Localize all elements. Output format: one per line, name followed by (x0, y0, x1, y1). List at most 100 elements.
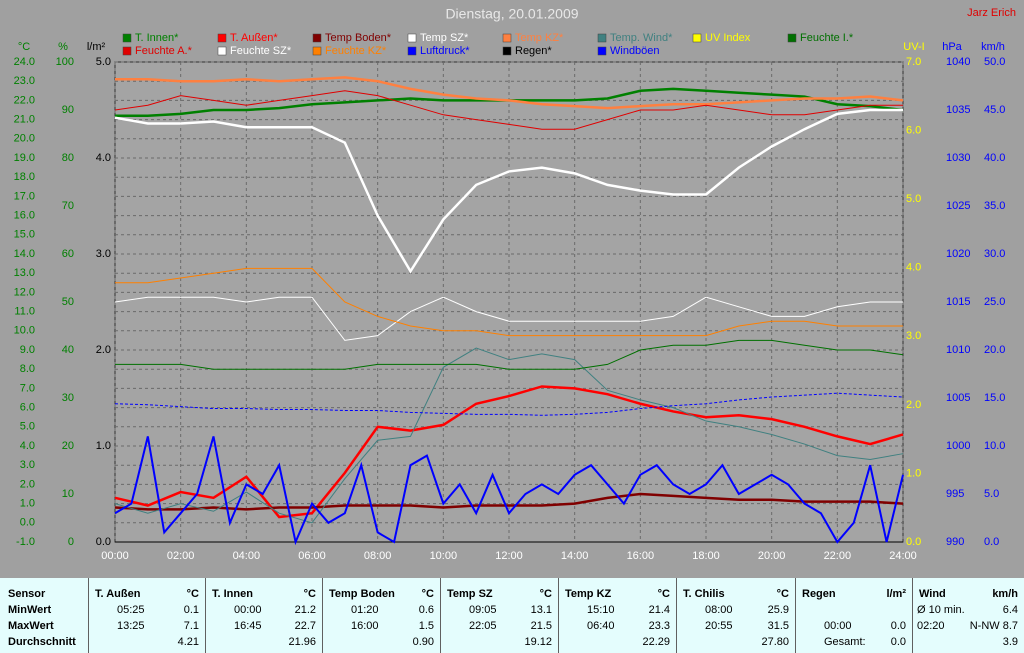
legend-label: Feuchte I.* (800, 32, 854, 44)
series-line (114, 392, 904, 416)
stats-column: Temp KZ °C 15:10 21.4 06:40 23.3 22.29 (558, 578, 676, 653)
chart: Dienstag, 20.01.2009 Jarz Erich °C -1.0 0.… (14, 6, 1016, 562)
stat-time: 15:10 (587, 604, 615, 616)
legend-label: T. Innen* (135, 32, 179, 44)
stat-value: N-NW 8.7 (969, 620, 1018, 632)
legend-label: Temp SZ* (420, 32, 469, 44)
y-tick-label: 90 (62, 104, 74, 116)
y-tick-label: 20.0 (984, 344, 1005, 356)
y-tick-label: 1.0 (906, 467, 921, 479)
y-tick-label: 8.0 (20, 363, 35, 375)
y-tick-label: 0 (68, 536, 74, 548)
y-tick-label: 10 (62, 488, 74, 500)
series-line (114, 385, 904, 519)
stat-value: 21.5 (530, 620, 552, 632)
stats-column: Temp SZ °C 09:05 13.1 22:05 21.5 19.12 (440, 578, 558, 653)
y-tick-label: 1.0 (20, 498, 35, 510)
stat-time: 01:20 (351, 604, 379, 616)
stat-value: 31.5 (767, 620, 789, 632)
legend-swatch (407, 46, 417, 56)
y-tick-label: 15.0 (14, 229, 35, 241)
y-tick-label: 18.0 (14, 171, 35, 183)
legend-swatch (122, 46, 132, 56)
y-tick-label: 0.0 (20, 517, 35, 529)
y-tick-label: 4.0 (96, 152, 111, 164)
series-line (114, 108, 903, 274)
sensor-name: Temp Boden (329, 588, 395, 600)
y-tick-label: 17.0 (14, 190, 35, 202)
stat-time: Ø 10 min. (917, 604, 965, 616)
stat-value: 0.1 (183, 604, 199, 616)
legend-swatch (407, 33, 417, 43)
y-tick-label: 100 (56, 56, 74, 68)
y-tick-label: 40.0 (984, 152, 1005, 164)
y-tick-label: 4.0 (20, 440, 35, 452)
y-tick-label: 0.0 (984, 536, 999, 548)
sensor-name: Regen (802, 588, 836, 600)
y-tick-label: 20.0 (14, 133, 35, 145)
x-tick-label: 24:00 (889, 550, 917, 562)
x-tick-label: 06:00 (298, 550, 326, 562)
y-tick-label: 995 (946, 488, 964, 500)
sensor-unit: °C (776, 588, 789, 600)
x-tick-label: 02:00 (167, 550, 195, 562)
stats-column: T. Außen °C 05:25 0.1 13:25 7.1 4.21 (88, 578, 205, 653)
y-tick-label: 30 (62, 392, 74, 404)
stat-time: 05:25 (117, 604, 145, 616)
x-tick-label: 08:00 (364, 550, 392, 562)
stat-value: 19.12 (524, 636, 552, 648)
y-tick-label: 1.0 (96, 440, 111, 452)
x-tick-label: 14:00 (561, 550, 589, 562)
series-line (115, 76, 904, 110)
stat-value: 22.29 (642, 636, 670, 648)
stat-value: 0.6 (418, 604, 434, 616)
y-tick-label: 5.0 (906, 193, 921, 205)
row-label: MinWert (8, 604, 52, 616)
stat-value: 22.7 (294, 620, 316, 632)
legend-swatch (597, 46, 607, 56)
y-tick-label: 9.0 (20, 344, 35, 356)
y-tick-label: 30.0 (984, 248, 1005, 260)
legend-label: Temp Boden* (325, 32, 392, 44)
y-tick-label: -1.0 (16, 536, 35, 548)
legend-swatch (122, 33, 132, 43)
stat-value: 1.5 (418, 620, 434, 632)
y-tick-label: 3.0 (906, 330, 921, 342)
y-tick-label: 1040 (946, 56, 970, 68)
y-tick-label: 1010 (946, 344, 970, 356)
stats-column: T. Innen °C 00:00 21.2 16:45 22.7 21.96 (205, 578, 322, 653)
sensor-unit: °C (657, 588, 670, 600)
row-label: Sensor (8, 588, 46, 600)
y-tick-label: 60 (62, 248, 74, 260)
stat-value: 23.3 (648, 620, 670, 632)
legend-swatch (597, 33, 607, 43)
y-tick-label: 40 (62, 344, 74, 356)
series-line (115, 267, 903, 337)
x-tick-label: 18:00 (692, 550, 720, 562)
y-tick-label: 5.0 (20, 421, 35, 433)
y-tick-label: 3.0 (20, 459, 35, 471)
y-tick-label: 2.0 (20, 478, 35, 490)
stats-column: Regen l/m² 00:00 0.0 Gesamt: 0.0 (795, 578, 912, 653)
stats-column: T. Chilis °C 08:00 25.9 20:55 31.5 27.80 (676, 578, 795, 653)
y-tick-label: 70 (62, 200, 74, 212)
sensor-unit: °C (421, 588, 434, 600)
x-tick-label: 00:00 (101, 550, 129, 562)
series-line (114, 296, 903, 341)
y-tick-label: 13.0 (14, 267, 35, 279)
y-axis-label: km/h (981, 41, 1005, 53)
series-line (115, 339, 904, 370)
y-tick-label: 50.0 (984, 56, 1005, 68)
author: Jarz Erich (967, 7, 1016, 19)
y-tick-label: 1025 (946, 200, 970, 212)
stat-value: 0.0 (890, 620, 906, 632)
y-tick-label: 4.0 (906, 262, 921, 274)
y-tick-label: 15.0 (984, 392, 1005, 404)
legend-label: T. Außen* (230, 32, 278, 44)
row-label: MaxWert (8, 620, 54, 632)
stat-value: 27.80 (761, 636, 789, 648)
sensor-name: Temp SZ (447, 588, 493, 600)
sensor-name: Wind (919, 588, 946, 600)
stat-time: Gesamt: (824, 636, 866, 648)
y-tick-label: 19.0 (14, 152, 35, 164)
